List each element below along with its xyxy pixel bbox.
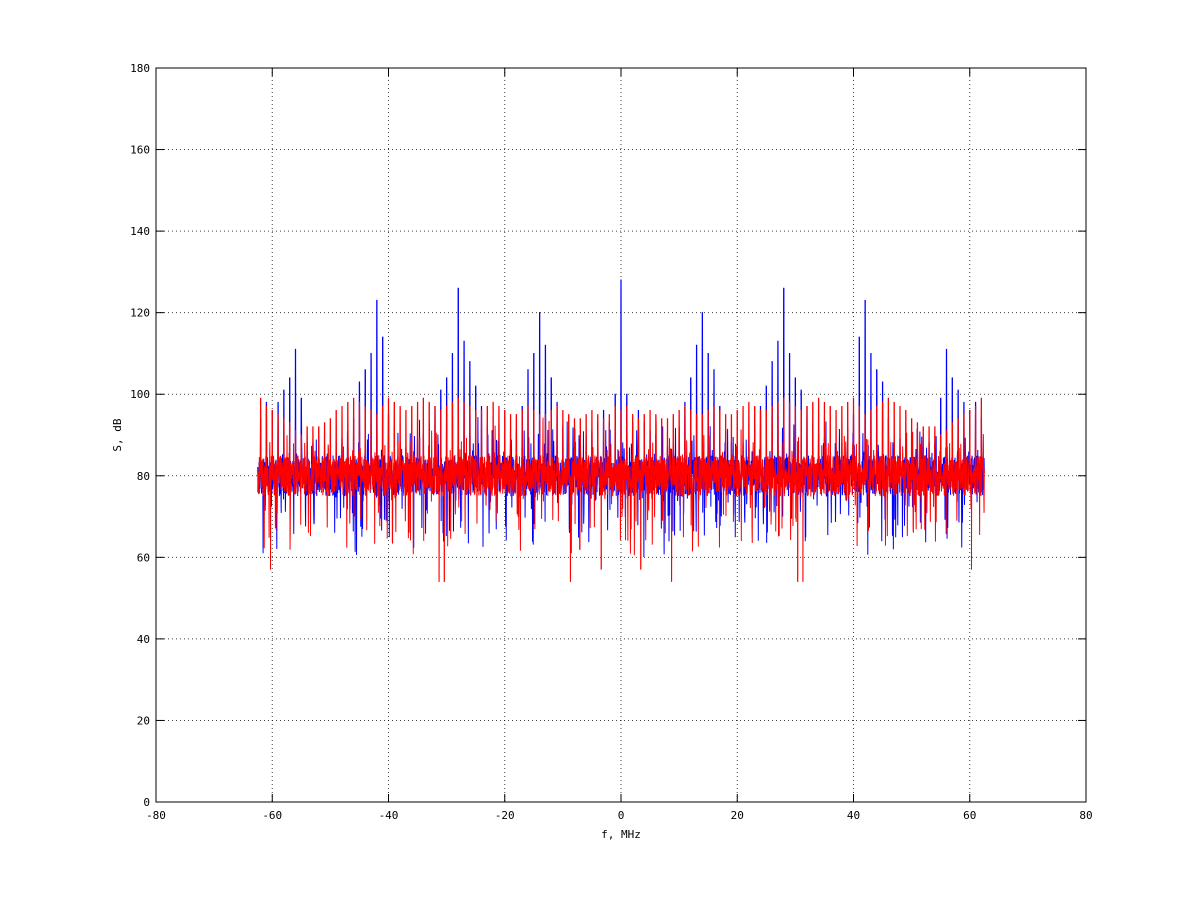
y-tick-label: 40	[137, 633, 150, 646]
y-tick-label: 100	[130, 388, 150, 401]
y-tick-label: 180	[130, 62, 150, 75]
x-tick-label: 80	[1079, 809, 1092, 822]
x-tick-label: 40	[847, 809, 860, 822]
y-tick-label: 120	[130, 307, 150, 320]
x-tick-label: 0	[618, 809, 625, 822]
x-tick-label: 20	[731, 809, 744, 822]
y-axis-label: S, dB	[111, 418, 124, 451]
y-tick-label: 160	[130, 144, 150, 157]
x-axis-label: f, MHz	[601, 828, 641, 841]
x-tick-label: -80	[146, 809, 166, 822]
y-tick-label: 80	[137, 470, 150, 483]
series-line-2	[257, 397, 985, 582]
x-tick-label: -60	[262, 809, 282, 822]
y-tick-label: 60	[137, 551, 150, 564]
x-tick-label: 60	[963, 809, 976, 822]
series-layer	[257, 279, 985, 582]
y-tick-label: 140	[130, 225, 150, 238]
x-tick-label: -40	[379, 809, 399, 822]
x-tick-label: -20	[495, 809, 515, 822]
y-tick-label: 20	[137, 714, 150, 727]
ticks: -80 -60 -40 -20 0 20 40 60 80 0 20 40 60 80 100 120 140 1…	[130, 62, 1093, 822]
y-tick-label: 0	[143, 796, 150, 809]
